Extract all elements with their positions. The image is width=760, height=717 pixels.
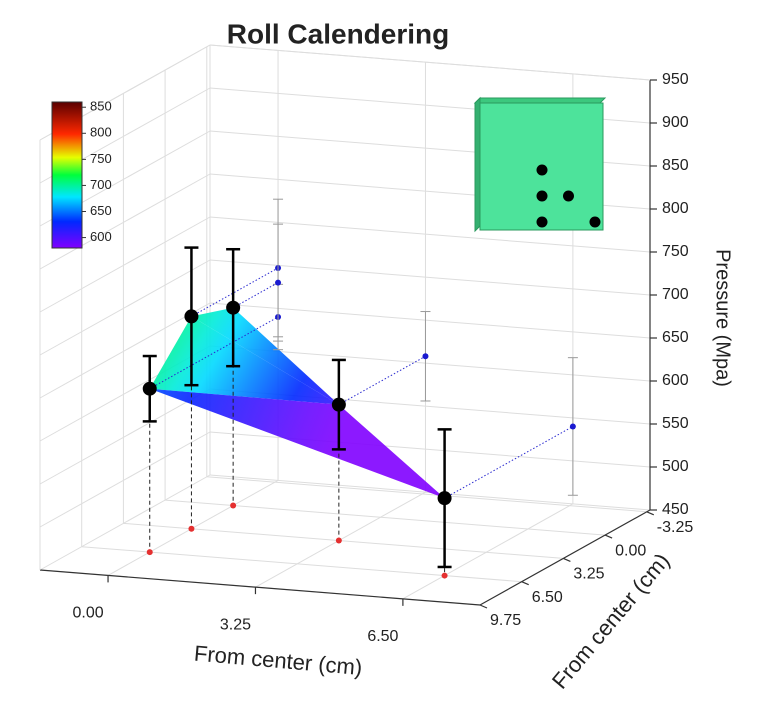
- grid-line: [165, 499, 606, 536]
- wall-projection: [569, 423, 576, 430]
- y-tick-label: -3.25: [657, 519, 694, 536]
- grid-line: [39, 216, 211, 313]
- z-tick-label: 700: [662, 286, 689, 303]
- z-tick-label: 800: [662, 200, 689, 217]
- z-tick-label: 450: [662, 501, 689, 518]
- tick-mark: [604, 534, 613, 539]
- grid-line: [39, 388, 211, 485]
- tick-mark: [521, 581, 529, 586]
- axis-line: [209, 44, 651, 81]
- y-tick-label: 0.00: [615, 542, 646, 559]
- inset-edge: [473, 97, 607, 104]
- colorbar: [51, 101, 83, 249]
- z-tick-label: 950: [662, 71, 689, 88]
- z-tick-label: 600: [662, 372, 689, 389]
- tick-mark: [479, 604, 488, 609]
- inset-point: [562, 190, 574, 202]
- x-tick-label: 0.00: [72, 605, 103, 622]
- z-tick-label: 650: [662, 329, 689, 346]
- wall-link: [338, 355, 426, 406]
- surface: [149, 388, 445, 499]
- wall-projection: [422, 353, 429, 360]
- tick-mark: [646, 511, 655, 516]
- z-axis-title: Pressure (Mpa): [712, 249, 734, 387]
- grid-line: [39, 431, 211, 528]
- surface: [149, 316, 339, 405]
- colorbar-tick-label: 700: [90, 177, 112, 192]
- grid-line: [209, 259, 651, 296]
- grid-line: [81, 546, 522, 583]
- z-tick-label: 900: [662, 114, 689, 131]
- data-point: [437, 491, 452, 506]
- wall-link: [444, 426, 574, 499]
- y-axis-title: From center (cm): [547, 548, 675, 693]
- z-tick-label: 850: [662, 157, 689, 174]
- grid-line: [39, 302, 211, 399]
- grid-line: [39, 474, 211, 571]
- colorbar-tick-label: 800: [90, 125, 112, 140]
- data-point: [142, 381, 157, 396]
- z-tick-label: 500: [662, 458, 689, 475]
- chart-title: Roll Calendering: [227, 18, 449, 49]
- y-tick-label: 9.75: [490, 612, 521, 629]
- grid-line: [39, 173, 211, 270]
- tick-mark: [563, 557, 571, 562]
- grid-line: [123, 522, 564, 559]
- inset-edge: [474, 96, 481, 233]
- inset-point: [536, 216, 548, 228]
- grid-line: [39, 259, 211, 356]
- colorbar-tick-label: 850: [90, 99, 112, 114]
- data-point: [331, 397, 346, 412]
- wall-link: [191, 267, 279, 317]
- wall-link: [232, 282, 279, 309]
- axis-line: [39, 569, 481, 606]
- grid-line: [209, 431, 651, 468]
- data-point: [184, 309, 199, 324]
- surface: [191, 307, 339, 405]
- colorbar-tick-label: 650: [90, 203, 112, 218]
- floor-projection: [146, 549, 153, 556]
- wall-projection: [275, 279, 282, 286]
- colorbar-tick-label: 600: [90, 229, 112, 244]
- x-tick-label: 6.50: [367, 628, 398, 645]
- data-point: [226, 300, 241, 315]
- z-tick-label: 550: [662, 415, 689, 432]
- grid-line: [206, 476, 647, 513]
- floor-projection: [335, 537, 342, 544]
- grid-line: [402, 503, 574, 600]
- inset-point: [536, 190, 548, 202]
- x-axis-title: From center (cm): [193, 641, 363, 681]
- floor-projection: [441, 572, 448, 579]
- grid-line: [209, 345, 651, 382]
- inset-point: [589, 216, 601, 228]
- grid-line: [209, 302, 651, 339]
- y-tick-label: 3.25: [573, 566, 604, 583]
- z-tick-label: 750: [662, 243, 689, 260]
- y-tick-label: 6.50: [532, 589, 563, 606]
- floor-projection: [230, 502, 237, 509]
- x-tick-label: 3.25: [220, 616, 251, 633]
- axis-line: [479, 509, 651, 606]
- colorbar-tick-label: 750: [90, 151, 112, 166]
- inset-point: [536, 164, 548, 176]
- floor-projection: [188, 525, 195, 532]
- grid-line: [209, 216, 651, 253]
